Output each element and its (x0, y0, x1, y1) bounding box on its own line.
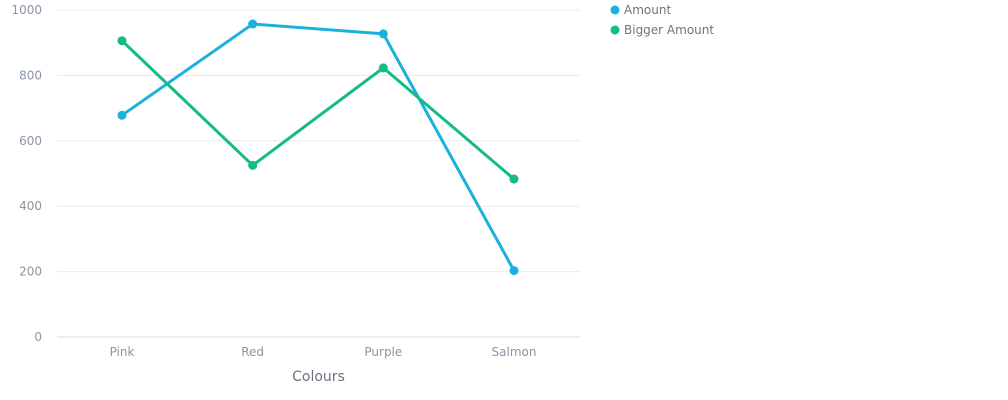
y-tick-label: 600 (19, 134, 42, 148)
data-point[interactable] (117, 36, 127, 46)
y-tick-label: 200 (19, 265, 42, 279)
x-tick-label: Red (241, 345, 264, 359)
y-tick-label: 0 (34, 330, 42, 344)
x-tick-label: Purple (364, 345, 402, 359)
series-1 (117, 19, 519, 276)
legend-item[interactable]: Amount (610, 3, 672, 17)
data-point[interactable] (509, 266, 519, 276)
y-axis-ticks: 0 200 400 600 800 1000 (11, 3, 42, 344)
grid-lines (57, 9, 580, 273)
x-axis-title: Colours (292, 369, 345, 385)
series-layer (117, 19, 519, 276)
legend-item[interactable]: Bigger Amount (610, 23, 715, 37)
x-axis-ticks: Pink Red Purple Salmon (110, 345, 537, 359)
series-line (120, 22, 516, 273)
data-point[interactable] (248, 160, 258, 170)
data-point[interactable] (378, 63, 388, 73)
legend-marker (610, 25, 620, 35)
data-point[interactable] (378, 29, 388, 39)
x-tick-label: Pink (110, 345, 135, 359)
x-tick-label: Salmon (492, 345, 537, 359)
y-tick-label: 800 (19, 68, 42, 82)
y-tick-label: 400 (19, 199, 42, 213)
legend-label: Bigger Amount (624, 23, 714, 37)
legend[interactable]: Amount Bigger Amount (610, 3, 715, 37)
series-line (120, 39, 516, 181)
data-point[interactable] (117, 110, 127, 120)
y-tick-label: 1000 (11, 3, 42, 17)
legend-marker (610, 5, 620, 15)
data-point[interactable] (509, 174, 519, 184)
data-point[interactable] (248, 19, 258, 29)
legend-label: Amount (624, 3, 671, 17)
series-2 (117, 36, 519, 184)
